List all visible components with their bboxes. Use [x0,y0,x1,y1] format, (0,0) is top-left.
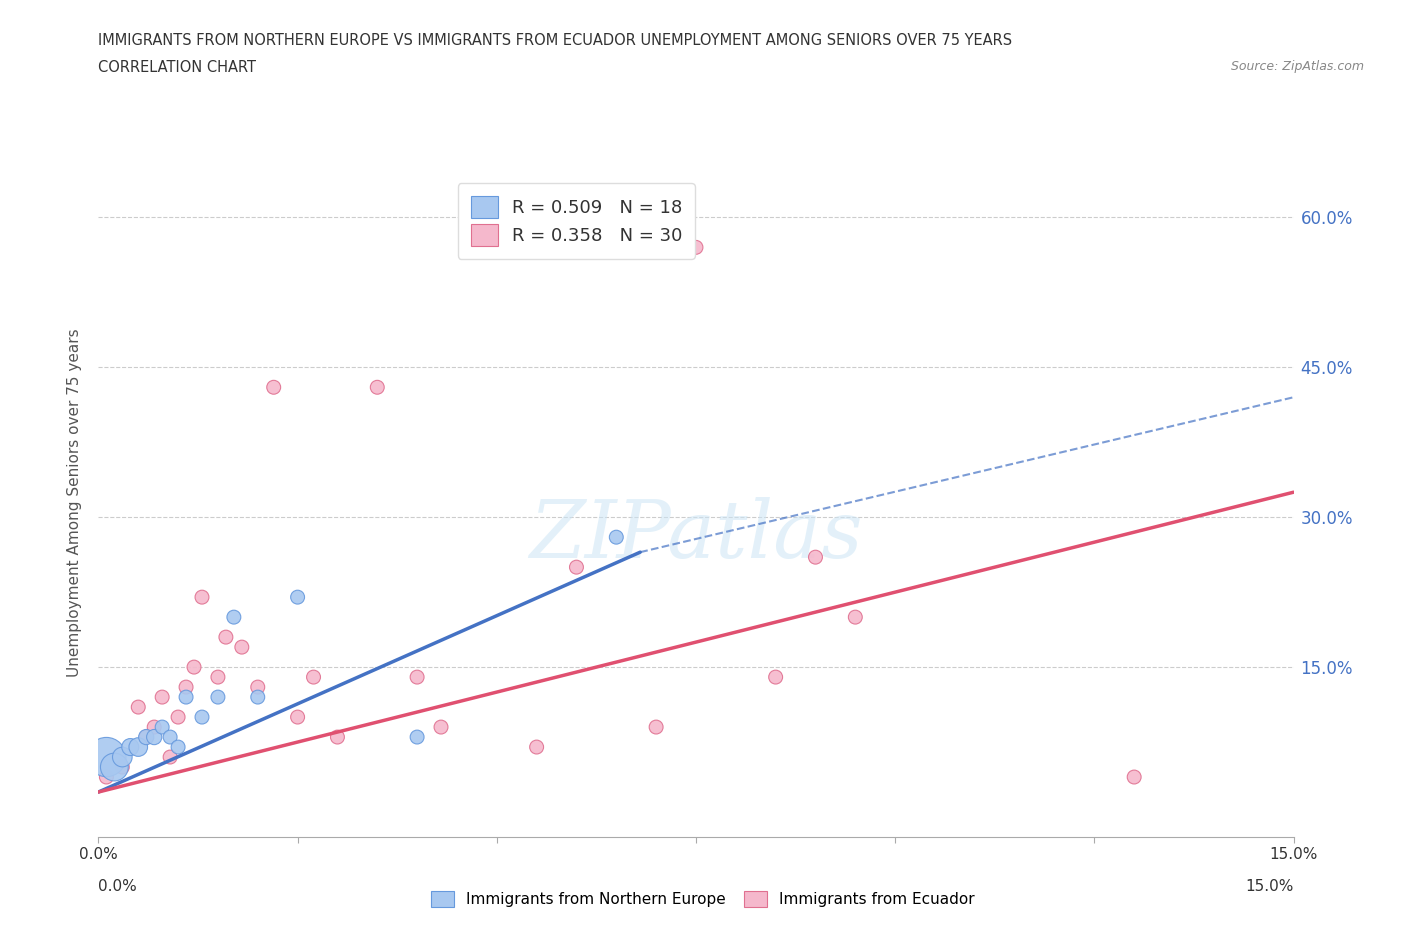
Text: CORRELATION CHART: CORRELATION CHART [98,60,256,75]
Point [127,699,149,714]
Point [366,379,388,394]
Point [167,739,190,754]
Point [120,739,142,754]
Point [127,739,149,754]
Point [159,750,181,764]
Point [135,730,157,745]
Point [406,730,429,745]
Point [191,710,214,724]
Point [222,610,245,625]
Point [1123,770,1146,785]
Point [246,690,269,705]
Point [215,630,238,644]
Point [287,590,309,604]
Point [302,670,325,684]
Point [191,590,214,604]
Text: Source: ZipAtlas.com: Source: ZipAtlas.com [1230,60,1364,73]
Point [135,730,157,745]
Legend: Immigrants from Northern Europe, Immigrants from Ecuador: Immigrants from Northern Europe, Immigra… [425,884,981,913]
Point [174,690,197,705]
Point [430,720,453,735]
Text: IMMIGRANTS FROM NORTHERN EUROPE VS IMMIGRANTS FROM ECUADOR UNEMPLOYMENT AMONG SE: IMMIGRANTS FROM NORTHERN EUROPE VS IMMIG… [98,33,1012,47]
Point [804,550,827,565]
Point [765,670,787,684]
Point [159,730,181,745]
Point [167,710,190,724]
Point [143,730,166,745]
Point [103,760,125,775]
Point [263,379,285,394]
Point [174,680,197,695]
Point [207,690,229,705]
Point [143,720,166,735]
Point [150,690,173,705]
Point [645,720,668,735]
Point [207,670,229,684]
Point [326,730,349,745]
Point [231,640,253,655]
Y-axis label: Unemployment Among Seniors over 75 years: Unemployment Among Seniors over 75 years [67,328,83,676]
Point [526,739,548,754]
Point [96,750,118,764]
Point [605,530,627,545]
Point [565,560,588,575]
Point [111,760,134,775]
Point [96,770,118,785]
Text: 0.0%: 0.0% [98,879,138,894]
Point [406,670,429,684]
Point [150,720,173,735]
Point [287,710,309,724]
Legend: R = 0.509   N = 18, R = 0.358   N = 30: R = 0.509 N = 18, R = 0.358 N = 30 [458,183,695,259]
Point [844,610,866,625]
Point [685,240,707,255]
Point [111,750,134,764]
Point [246,680,269,695]
Text: 15.0%: 15.0% [1246,879,1294,894]
Point [183,659,205,674]
Text: ZIPatlas: ZIPatlas [529,497,863,575]
